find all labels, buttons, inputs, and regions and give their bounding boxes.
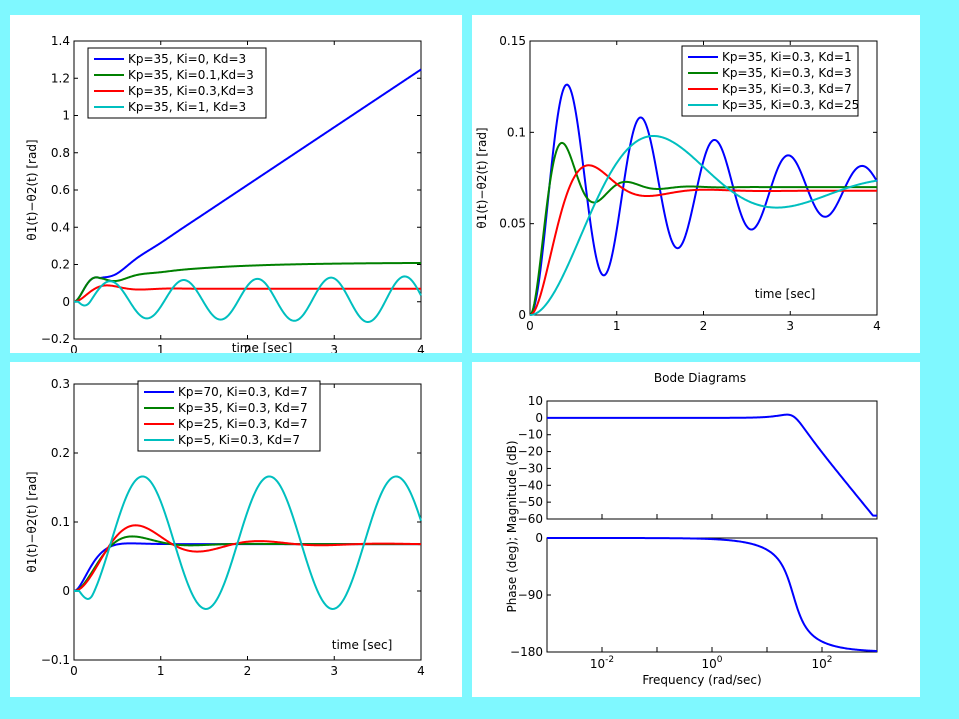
chart-panel-1: 0 1 2 3 4 −0.2 0 0.2 0.4 0.6 0.8 1 1.2 1.4 time [sec] θ… [10,15,462,353]
x-axis-label: time [sec] [755,287,816,301]
mag-y-tick-label: −40 [518,478,543,492]
chart-panel-2: 0 1 2 3 4 0 0.05 0.1 0.15 time [sec] θ1(t)−θ2(t) [… [472,15,920,353]
y-tick-label: 0.1 [51,515,70,529]
bode-panel: Bode Diagrams 10 0 −10 −20 −30 −40 −50 −60 0 −90 −1… [472,362,920,697]
chart-2: 0 1 2 3 4 0 0.05 0.1 0.15 time [sec] θ1(t)−θ2(t) [… [475,34,881,333]
chart-panel-3: 0 1 2 3 4 −0.1 0 0.1 0.2 0.3 time [sec] θ1(t)−θ2(t)… [10,362,462,697]
x-axis-label: time [sec] [232,341,293,353]
y-tick-label: 0 [62,295,70,309]
phase-y-tick-label: 0 [535,531,543,545]
x-tick-label: 0 [70,343,78,353]
legend-label-1: Kp=35, Ki=0.3, Kd=1 [722,50,852,64]
legend-label-4: Kp=35, Ki=1, Kd=3 [128,100,246,114]
y-tick-label: 0 [518,308,526,322]
x-tick-label: 102 [811,655,832,671]
series-line-1 [529,83,878,316]
x-tick-label: 3 [786,319,794,333]
y-tick-label: 0 [62,584,70,598]
x-tick-label: 1 [157,343,165,353]
y-tick-label: 0.8 [51,146,70,160]
x-tick-label: 2 [244,664,252,678]
legend-label-1: Kp=35, Ki=0, Kd=3 [128,52,246,66]
legend-label-2: Kp=35, Ki=0.1,Kd=3 [128,68,254,82]
y-tick-label: 0.3 [51,377,70,391]
x-axis-label: Frequency (rad/sec) [642,673,761,687]
legend-label-3: Kp=35, Ki=0.3, Kd=7 [722,82,852,96]
legend-label-3: Kp=35, Ki=0.3,Kd=3 [128,84,254,98]
legend-label-2: Kp=35, Ki=0.3, Kd=7 [178,401,308,415]
magnitude-plot-area [546,400,878,520]
x-tick-label: 4 [873,319,881,333]
bode-chart: Bode Diagrams100−10−20−30−40−50−600−90−1… [505,371,878,687]
x-tick-label: 10-2 [590,655,614,671]
legend-label-2: Kp=35, Ki=0.3, Kd=3 [722,66,852,80]
y-tick-label: 0.15 [499,34,526,48]
magnitude-line [547,413,877,517]
phase-y-tick-label: −180 [510,645,543,659]
y-tick-label: 0.2 [51,258,70,272]
x-tick-label: 2 [700,319,708,333]
mag-y-tick-label: 10 [528,394,543,408]
phase-y-tick-label: −90 [518,588,543,602]
series-line-4 [74,275,422,324]
x-tick-label: 3 [330,664,338,678]
y-tick-label: 1 [62,109,70,123]
legend-label-4: Kp=5, Ki=0.3, Kd=7 [178,433,300,447]
y-tick-label: 1.2 [51,71,70,85]
x-tick-label: 4 [417,664,425,678]
series-line-4 [74,475,422,610]
series-line-2 [73,261,422,303]
y-axis-label: Phase (deg); Magnitude (dB) [505,440,519,612]
x-tick-label: 3 [330,343,338,353]
y-tick-label: −0.2 [41,332,70,346]
series-line-2 [529,141,877,316]
mag-y-tick-label: 0 [535,411,543,425]
mag-y-tick-label: −30 [518,461,543,475]
y-tick-label: 0.05 [499,217,526,231]
mag-y-tick-label: −10 [518,428,543,442]
mag-y-tick-label: −60 [518,512,543,526]
y-axis-label: θ1(t)−θ2(t) [rad] [475,127,489,228]
legend-label-3: Kp=25, Ki=0.3, Kd=7 [178,417,308,431]
x-tick-label: 0 [70,664,78,678]
y-axis-label: θ1(t)−θ2(t) [rad] [25,139,39,240]
y-tick-label: 0.2 [51,446,70,460]
x-tick-label: 100 [701,655,722,671]
legend-label-1: Kp=70, Ki=0.3, Kd=7 [178,385,308,399]
x-tick-label: 1 [613,319,621,333]
y-axis-label: θ1(t)−θ2(t) [rad] [25,471,39,572]
y-tick-label: 0.1 [507,125,526,139]
phase-line [547,537,878,653]
phase-plot-area [546,537,878,653]
mag-y-tick-label: −20 [518,445,543,459]
series-line-1 [73,68,422,303]
bode-title: Bode Diagrams [654,371,746,385]
legend-label-4: Kp=35, Ki=0.3, Kd=25 [722,98,859,112]
mag-y-tick-label: −50 [518,495,543,509]
x-tick-label: 1 [157,664,165,678]
y-tick-label: 0.4 [51,220,70,234]
series-line-3 [73,284,421,303]
y-tick-label: 1.4 [51,34,70,48]
x-tick-label: 2 [244,343,252,353]
y-tick-label: 0.6 [51,183,70,197]
series-line-4 [529,134,878,316]
y-tick-label: −0.1 [41,653,70,667]
series-line-3 [529,164,877,316]
x-axis-label: time [sec] [332,638,393,652]
x-tick-label: 0 [526,319,534,333]
x-tick-label: 4 [417,343,425,353]
